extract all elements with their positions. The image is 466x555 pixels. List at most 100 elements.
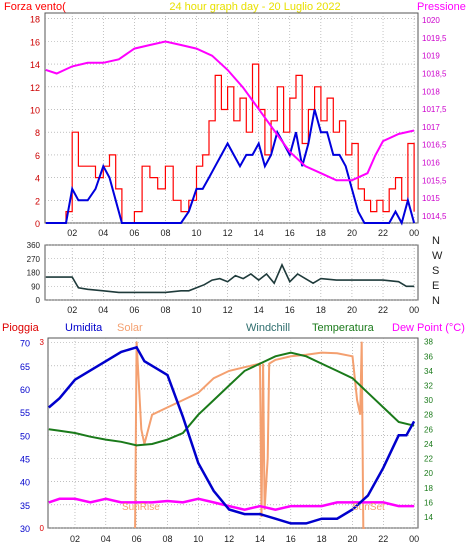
- temperature-tick-label: 26: [424, 425, 433, 434]
- direction-tick-label: 360: [27, 241, 41, 250]
- climate-x-tick-label: 00: [409, 534, 419, 544]
- direction-tick-labels: 0 90 180 270 360: [27, 241, 41, 305]
- temperature-tick-label: 30: [424, 396, 433, 405]
- rain-tick-labels: 03: [40, 338, 45, 533]
- climate-x-tick-label: 06: [132, 534, 142, 544]
- wind-speed-tick-label: 16: [30, 37, 40, 47]
- wind-speed-tick-labels: 0 2 4 6 8 10 12 14 16 18: [30, 15, 40, 229]
- direction-x-tick-label: 20: [347, 305, 357, 315]
- compass-label: S: [432, 265, 439, 277]
- dew-point-line: [48, 497, 415, 511]
- direction-tick-label: 90: [31, 282, 40, 291]
- pressure-axis-label: Pressione: [417, 1, 466, 13]
- legend-windchill: Windchill: [246, 322, 290, 334]
- pressure-tick-label: 1015: [422, 194, 440, 203]
- pressure-tick-labels: 1014,5 1015 1015,5 1016 1016,5 1017 1017,5 1018…: [422, 16, 447, 221]
- wind-x-tick-label: 02: [67, 228, 77, 238]
- direction-x-tick-label: 06: [129, 305, 139, 315]
- wind-speed-tick-label: 2: [35, 196, 40, 206]
- compass-label: N: [432, 235, 440, 247]
- legend-temperature: Temperatura: [312, 322, 375, 334]
- pressure-tick-label: 1019,5: [422, 34, 447, 43]
- direction-x-tick-label: 04: [98, 305, 108, 315]
- direction-tick-label: 0: [36, 296, 41, 305]
- wind-speed-axis-label: Forza vento(: [4, 1, 66, 13]
- climate-x-tick-label: 18: [317, 534, 327, 544]
- direction-x-tick-label: 12: [223, 305, 233, 315]
- wind-x-tick-label: 18: [316, 228, 326, 238]
- temperature-tick-label: 20: [424, 469, 433, 478]
- pressure-tick-label: 1016,5: [422, 141, 447, 150]
- wind-speed-tick-label: 4: [35, 174, 40, 184]
- legend-rain: Pioggia: [2, 322, 40, 334]
- sunset-annotation: SunSet: [352, 502, 385, 513]
- pressure-tick-label: 1017,5: [422, 105, 447, 114]
- humidity-tick-labels: 30 35 40 45 50 55 60 65 70: [20, 339, 30, 534]
- wind-x-tick-label: 04: [98, 228, 108, 238]
- wind-speed-tick-label: 0: [35, 219, 40, 229]
- temperature-tick-label: 36: [424, 352, 433, 361]
- temperature-tick-label: 32: [424, 382, 433, 391]
- direction-x-tick-label: 00: [409, 305, 419, 315]
- direction-x-tick-label: 08: [160, 305, 170, 315]
- climate-x-tick-label: 22: [378, 534, 388, 544]
- direction-panel-x-tick-labels: 02 04 06 08 10 12 14 16 18 20 22 00: [67, 305, 419, 315]
- direction-x-tick-label: 18: [316, 305, 326, 315]
- wind-direction-line: [45, 262, 415, 294]
- direction-panel-grid: [45, 244, 418, 301]
- humidity-tick-label: 60: [20, 385, 30, 395]
- pressure-tick-label: 1019: [422, 52, 440, 61]
- climate-x-tick-label: 10: [193, 534, 203, 544]
- pressure-line: [45, 40, 415, 182]
- humidity-tick-label: 50: [20, 431, 30, 441]
- wind-x-tick-label: 08: [160, 228, 170, 238]
- humidity-tick-label: 45: [20, 454, 30, 464]
- climate-x-tick-label: 20: [347, 534, 357, 544]
- climate-x-tick-label: 08: [162, 534, 172, 544]
- direction-tick-label: 270: [27, 255, 41, 264]
- wind-speed-tick-label: 18: [30, 15, 40, 25]
- direction-x-tick-label: 16: [285, 305, 295, 315]
- wind-speed-tick-label: 14: [30, 60, 40, 70]
- rain-tick-label: 3: [40, 338, 45, 347]
- wind-x-tick-label: 20: [347, 228, 357, 238]
- wind-x-tick-label: 16: [285, 228, 295, 238]
- wind-average-line: [45, 109, 416, 226]
- direction-x-tick-label: 22: [378, 305, 388, 315]
- climate-x-tick-label: 12: [224, 534, 234, 544]
- humidity-tick-label: 70: [20, 339, 30, 349]
- humidity-tick-label: 30: [20, 524, 30, 534]
- humidity-tick-label: 55: [20, 408, 30, 418]
- temperature-tick-label: 22: [424, 455, 433, 464]
- humidity-tick-label: 40: [20, 478, 30, 488]
- wind-speed-tick-label: 10: [30, 105, 40, 115]
- humidity-tick-label: 35: [20, 501, 30, 511]
- legend-humidity: Umidita: [65, 322, 103, 334]
- wind-x-tick-label: 00: [409, 228, 419, 238]
- pressure-tick-label: 1018,5: [422, 70, 447, 79]
- temperature-tick-label: 24: [424, 440, 433, 449]
- pressure-tick-label: 1015,5: [422, 176, 447, 185]
- temperature-tick-label: 38: [424, 338, 433, 347]
- direction-tick-label: 180: [27, 269, 41, 278]
- climate-x-tick-label: 16: [286, 534, 296, 544]
- temperature-tick-labels: 14 16 18 20 22 24 26 28 30 32 34 36 38: [424, 338, 433, 522]
- wind-speed-tick-label: 8: [35, 128, 40, 138]
- wind-x-tick-label: 22: [378, 228, 388, 238]
- wind-speed-line: [45, 63, 415, 224]
- temperature-tick-label: 34: [424, 367, 433, 376]
- temperature-tick-label: 14: [424, 513, 433, 522]
- compass-label: W: [432, 250, 443, 262]
- solar-line: [134, 341, 365, 529]
- wind-speed-tick-label: 6: [35, 151, 40, 161]
- direction-x-tick-label: 14: [254, 305, 264, 315]
- climate-x-tick-label: 14: [255, 534, 265, 544]
- climate-panel-x-tick-labels: 02 04 06 08 10 12 14 16 18 20 22 00: [70, 534, 419, 544]
- wind-x-tick-label: 12: [223, 228, 233, 238]
- pressure-tick-label: 1017: [422, 123, 440, 132]
- climate-x-tick-label: 04: [101, 534, 111, 544]
